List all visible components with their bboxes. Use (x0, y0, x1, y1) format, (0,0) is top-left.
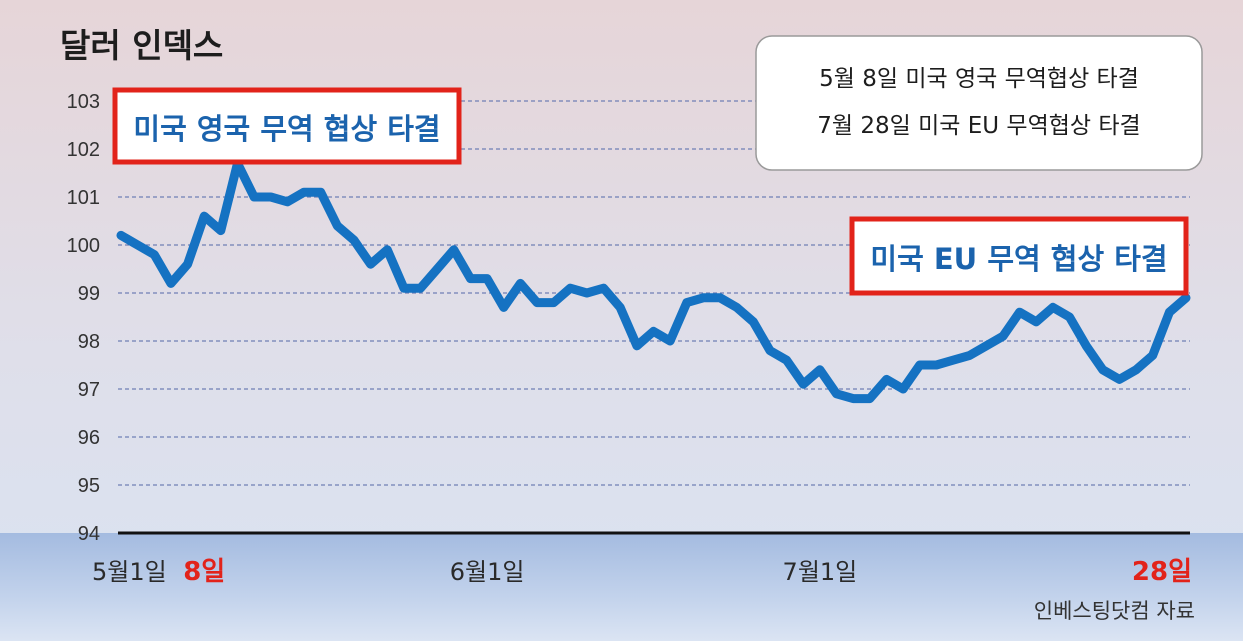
y-tick-101: 101 (67, 187, 100, 209)
x-label-0: 5월1일 (92, 558, 167, 586)
callout-eu-box (849, 216, 1189, 296)
y-tick-95: 95 (78, 475, 100, 497)
notes-box-frame (755, 35, 1203, 171)
y-tick-102: 102 (67, 139, 100, 161)
y-tick-100: 100 (67, 235, 100, 257)
note-line-2: 7월 28일 미국 EU 무역협상 타결 (817, 113, 1140, 139)
x-axis-labels: 5월1일 8일 6월1일 7월1일 28일 (92, 557, 1192, 587)
x-label-4: 28일 (1132, 557, 1192, 587)
y-tick-94: 94 (78, 523, 100, 545)
y-tick-98: 98 (78, 331, 100, 353)
chart-title: 달러 인덱스 (60, 26, 223, 65)
notes-box: 5월 8일 미국 영국 무역협상 타결 7월 28일 미국 EU 무역협상 타결 (755, 35, 1203, 171)
y-axis-ticks: 103 102 101 100 99 98 97 96 95 94 (67, 91, 100, 545)
note-line-1: 5월 8일 미국 영국 무역협상 타결 (819, 66, 1139, 92)
source-note: 인베스팅닷컴 자료 (1034, 599, 1195, 623)
callout-uk-text: 미국 영국 무역 협상 타결 (133, 112, 440, 146)
series-line-dollar-index (116, 158, 1191, 404)
callout-eu-text: 미국 EU 무역 협상 타결 (870, 242, 1167, 276)
x-label-2: 6월1일 (450, 558, 525, 586)
bottom-band (0, 533, 1243, 641)
x-label-1: 8일 (183, 557, 225, 587)
x-label-3: 7월1일 (783, 558, 858, 586)
y-tick-103: 103 (67, 91, 100, 113)
y-tick-96: 96 (78, 427, 100, 449)
callout-uk-deal: 미국 영국 무역 협상 타결 (112, 87, 462, 165)
callout-uk-box (112, 87, 462, 165)
y-tick-99: 99 (78, 283, 100, 305)
y-tick-97: 97 (78, 379, 100, 401)
callout-eu-deal: 미국 EU 무역 협상 타결 (849, 216, 1189, 296)
